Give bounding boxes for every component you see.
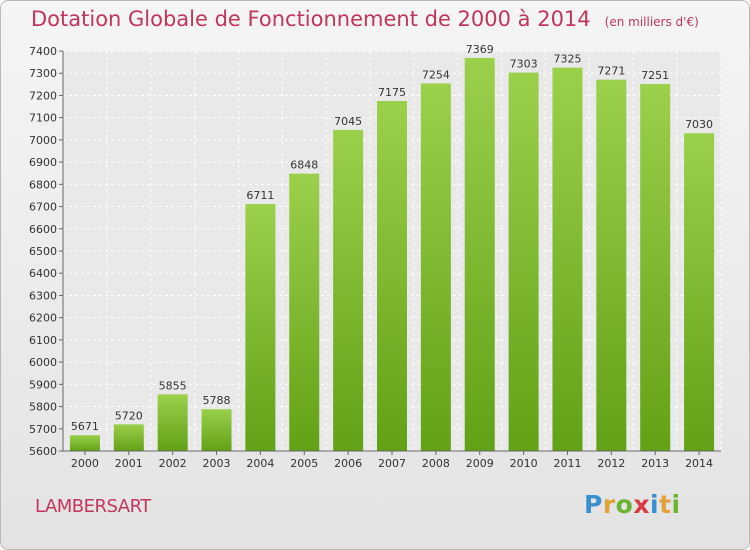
y-tick-label: 7200 bbox=[29, 89, 57, 102]
x-tick-label: 2010 bbox=[510, 457, 538, 470]
data-label: 6711 bbox=[246, 189, 274, 202]
bar bbox=[464, 57, 495, 452]
x-tick-label: 2005 bbox=[290, 457, 318, 470]
data-label: 5671 bbox=[71, 420, 99, 433]
x-tick-label: 2008 bbox=[422, 457, 450, 470]
proxiti-logo: Proxiti bbox=[584, 490, 681, 519]
data-label: 7303 bbox=[510, 58, 538, 71]
x-tick-label: 2014 bbox=[685, 457, 713, 470]
bar bbox=[113, 424, 144, 451]
bar bbox=[157, 394, 188, 451]
bar bbox=[69, 435, 100, 451]
axes: 5600 5700 5800 5900 6000 6100 6200 6300 6400 6500… bbox=[29, 45, 721, 470]
bar bbox=[377, 101, 407, 451]
location-label: LAMBERSART bbox=[35, 496, 151, 517]
x-tick-label: 2002 bbox=[159, 457, 187, 470]
bar bbox=[333, 129, 364, 451]
y-tick-label: 5600 bbox=[29, 445, 57, 458]
y-tick-label: 6900 bbox=[29, 156, 57, 169]
bar bbox=[420, 83, 451, 451]
data-label: 5855 bbox=[159, 379, 187, 392]
unit-note: (en milliers d'€) bbox=[604, 15, 699, 29]
data-label: 7251 bbox=[641, 69, 669, 82]
data-label: 6848 bbox=[290, 159, 318, 172]
y-tick-label: 6100 bbox=[29, 334, 57, 347]
bar bbox=[289, 173, 320, 451]
x-tick-label: 2001 bbox=[115, 457, 143, 470]
y-tick-label: 6800 bbox=[29, 178, 57, 191]
data-label: 7325 bbox=[553, 53, 581, 66]
y-tick-label: 7000 bbox=[29, 134, 57, 147]
y-tick-label: 5900 bbox=[29, 378, 57, 391]
bar bbox=[684, 133, 715, 451]
chart-title: Dotation Globale de Fonctionnement de 20… bbox=[31, 7, 699, 31]
bar bbox=[201, 409, 232, 451]
bar bbox=[245, 204, 276, 451]
data-label: 7369 bbox=[466, 43, 494, 56]
y-tick-label: 6600 bbox=[29, 223, 57, 236]
bar bbox=[596, 79, 627, 452]
data-label: 7045 bbox=[334, 115, 362, 128]
bars: 5671 5720 5855 5788 6711 6848 7045 7175 7254 7369… bbox=[69, 43, 715, 452]
y-tick-label: 6200 bbox=[29, 312, 57, 325]
x-tick-label: 2000 bbox=[71, 457, 99, 470]
data-label: 5788 bbox=[203, 394, 231, 407]
y-tick-label: 6300 bbox=[29, 289, 57, 302]
data-label: 7271 bbox=[597, 65, 625, 78]
x-tick-label: 2003 bbox=[203, 457, 231, 470]
data-label: 7175 bbox=[378, 86, 406, 99]
title-text: Dotation Globale de Fonctionnement de 20… bbox=[31, 7, 591, 31]
bar bbox=[552, 67, 583, 452]
y-tick-label: 6400 bbox=[29, 267, 57, 280]
y-tick-label: 6000 bbox=[29, 356, 57, 369]
x-tick-label: 2011 bbox=[553, 457, 581, 470]
x-tick-label: 2009 bbox=[466, 457, 494, 470]
x-tick-label: 2013 bbox=[641, 457, 669, 470]
y-tick-label: 7100 bbox=[29, 112, 57, 125]
y-tick-label: 5800 bbox=[29, 401, 57, 414]
x-tick-label: 2006 bbox=[334, 457, 362, 470]
y-tick-label: 6700 bbox=[29, 201, 57, 214]
x-tick-label: 2007 bbox=[378, 457, 406, 470]
y-tick-label: 7400 bbox=[29, 45, 57, 58]
data-label: 5720 bbox=[115, 409, 143, 422]
x-tick-label: 2004 bbox=[246, 457, 274, 470]
data-label: 7030 bbox=[685, 118, 713, 131]
bar bbox=[508, 72, 539, 452]
y-tick-label: 7300 bbox=[29, 67, 57, 80]
data-label: 7254 bbox=[422, 68, 450, 81]
y-tick-label: 5700 bbox=[29, 423, 57, 436]
y-tick-label: 6500 bbox=[29, 245, 57, 258]
bar bbox=[640, 84, 671, 451]
x-tick-label: 2012 bbox=[597, 457, 625, 470]
